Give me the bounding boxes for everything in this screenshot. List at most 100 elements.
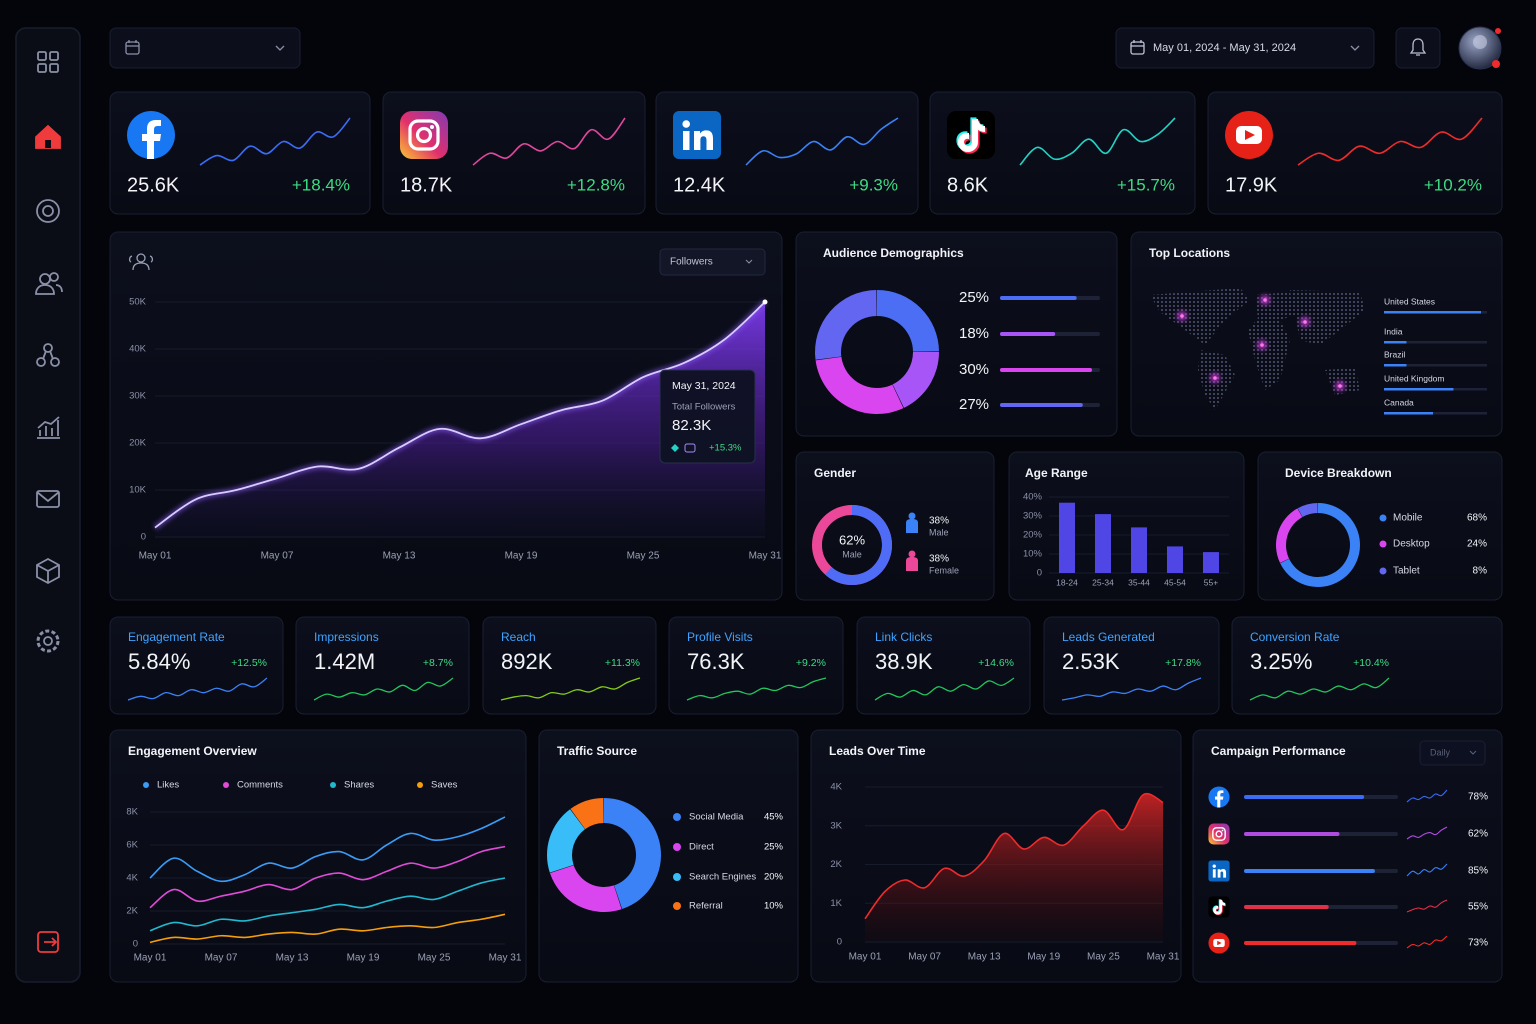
legend-label: Desktop	[1393, 539, 1430, 550]
nav-messages[interactable]	[36, 490, 60, 508]
chevron	[1350, 45, 1360, 51]
value-label: 30%	[959, 361, 989, 378]
metric-change: +15.7%	[1117, 175, 1175, 194]
date-range-picker[interactable]: May 01, 2024 - May 31, 2024	[1115, 27, 1375, 69]
nav-products[interactable]	[36, 557, 60, 585]
icon-glyph	[1213, 899, 1226, 915]
nav-home[interactable]	[35, 124, 61, 149]
y-tick-label: 0	[133, 939, 138, 950]
y-tick-label: 10K	[129, 485, 147, 496]
sidebar	[15, 27, 81, 983]
legend-label: Search Engines	[689, 872, 756, 883]
panel	[655, 91, 919, 215]
x-tick-label: May 31	[749, 551, 782, 562]
panel-title: Top Locations	[1149, 246, 1230, 260]
kpi-change: +12.5%	[231, 657, 267, 669]
donut-segment	[547, 809, 585, 873]
sparkline	[745, 117, 899, 166]
bar	[1244, 905, 1329, 909]
sparkline	[313, 677, 454, 701]
date-range: May 01, 2024 - May 31, 2024	[1153, 42, 1296, 54]
donut-segment	[570, 798, 604, 830]
icon-glyph	[1221, 829, 1224, 832]
person-head	[908, 550, 916, 558]
kpi-change: +17.8%	[1165, 657, 1201, 669]
nav-settings[interactable]	[36, 629, 60, 653]
y-tick-label: 40%	[1023, 492, 1043, 503]
kpi-title: Profile Visits	[687, 630, 753, 644]
legend-dot	[673, 902, 681, 910]
area	[155, 302, 765, 537]
top-dropdown[interactable]	[109, 27, 301, 69]
kpi-value: 2.53K	[1062, 649, 1120, 674]
bar-track	[1384, 412, 1487, 415]
tooltip-icon	[671, 444, 679, 452]
value-label: 73%	[1468, 938, 1488, 949]
panel	[109, 616, 284, 715]
bar	[1000, 403, 1083, 407]
sparkline	[1297, 117, 1483, 166]
bar-track	[1384, 341, 1487, 344]
legend-label: Saves	[431, 780, 458, 791]
notifications[interactable]	[1395, 27, 1441, 69]
y-tick-label: 1K	[830, 898, 842, 909]
icon-glyph	[1212, 869, 1216, 878]
nav-logout[interactable]	[37, 931, 59, 953]
nav-audience[interactable]	[35, 272, 63, 295]
location-name: Brazil	[1384, 349, 1405, 359]
metric-value: 8.6K	[947, 174, 989, 196]
map-hotspot	[1263, 298, 1267, 302]
legend-dot	[1379, 514, 1387, 522]
y-tick-label: 20%	[1023, 530, 1043, 541]
donut-segment	[892, 352, 939, 408]
filter-dropdown[interactable]	[659, 248, 766, 276]
map-region	[1248, 292, 1295, 390]
kpi-title: Leads Generated	[1062, 630, 1155, 644]
legend-label: Direct	[689, 842, 714, 853]
panel-title: Leads Over Time	[829, 744, 926, 758]
location-name: United Kingdom	[1384, 373, 1444, 383]
map-hotspot	[1303, 320, 1307, 324]
icon-glyph	[1212, 864, 1216, 868]
bar	[1244, 795, 1365, 799]
chevron	[745, 259, 753, 264]
bell-icon	[1409, 38, 1427, 56]
x-tick-label: May 19	[1027, 952, 1060, 963]
area-line	[864, 792, 1164, 920]
nav-network[interactable]	[36, 343, 60, 367]
metric-change: +12.8%	[567, 175, 625, 194]
kpi-change: +9.2%	[796, 657, 826, 669]
filter-dropdown[interactable]	[1419, 740, 1486, 766]
avatar[interactable]	[1458, 26, 1502, 70]
icon-glyph	[1245, 130, 1255, 140]
x-tick-label: May 13	[968, 952, 1001, 963]
tooltip	[659, 369, 756, 464]
dropdown-box	[659, 248, 766, 276]
donut-segment	[815, 290, 877, 360]
legend-dot	[673, 873, 681, 881]
legend-label: Likes	[157, 780, 179, 791]
legend-value: 38%	[929, 516, 949, 527]
bar	[1095, 514, 1111, 573]
calendar-icon	[1130, 40, 1145, 55]
bar	[1384, 341, 1407, 344]
kpi-title: Link Clicks	[875, 630, 932, 644]
x-tick-label: May 13	[383, 551, 416, 562]
value-label: 85%	[1468, 866, 1488, 877]
bar	[1167, 546, 1183, 573]
kpi-value: 76.3K	[687, 649, 745, 674]
kpi-change: +11.3%	[605, 657, 640, 669]
panel	[1192, 729, 1503, 983]
nav-target[interactable]	[36, 199, 60, 223]
panel	[929, 91, 1196, 215]
y-tick-label: 40K	[129, 344, 147, 355]
icon-glyph	[958, 119, 985, 152]
legend-dot	[417, 782, 423, 788]
nav-analytics[interactable]	[37, 416, 60, 439]
nav-dashboard[interactable]	[37, 51, 59, 73]
icon-glyph	[1212, 827, 1226, 841]
metric-change: +9.3%	[849, 175, 898, 194]
person-body	[906, 557, 918, 571]
legend-label: Social Media	[689, 812, 744, 823]
icon-glyph	[682, 120, 690, 128]
